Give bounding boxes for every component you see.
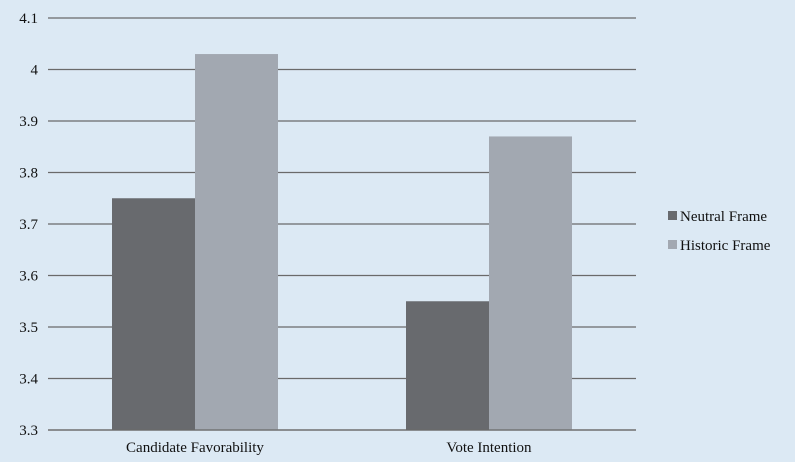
y-tick-label: 4.1 xyxy=(19,11,38,27)
x-category-label: Vote Intention xyxy=(446,440,532,456)
bar-neutral-frame-1 xyxy=(406,301,489,430)
legend-label: Historic Frame xyxy=(680,238,771,254)
bars xyxy=(48,54,636,431)
bar-historic-frame-1 xyxy=(489,136,572,430)
legend: Neutral Frame Historic Frame xyxy=(668,209,771,254)
y-tick-label: 3.4 xyxy=(19,372,38,388)
y-tick-label: 3.7 xyxy=(19,217,38,233)
y-tick-label: 4 xyxy=(31,63,39,79)
bar-neutral-frame-0 xyxy=(112,198,195,430)
bar-historic-frame-0 xyxy=(195,54,278,431)
y-tick-label: 3.6 xyxy=(19,269,38,285)
y-tick-label: 3.8 xyxy=(19,166,38,182)
y-tick-label: 3.9 xyxy=(19,114,38,130)
y-axis-tick-labels: 3.3 3.4 3.5 3.6 3.7 3.8 3.9 4 4.1 xyxy=(19,11,38,439)
x-category-label: Candidate Favorability xyxy=(126,440,264,456)
y-tick-label: 3.5 xyxy=(19,320,38,336)
legend-swatch xyxy=(668,240,677,249)
x-axis-category-labels: Candidate Favorability Vote Intention xyxy=(126,440,532,456)
legend-swatch xyxy=(668,211,677,220)
y-tick-label: 3.3 xyxy=(19,423,38,439)
legend-label: Neutral Frame xyxy=(680,209,767,225)
